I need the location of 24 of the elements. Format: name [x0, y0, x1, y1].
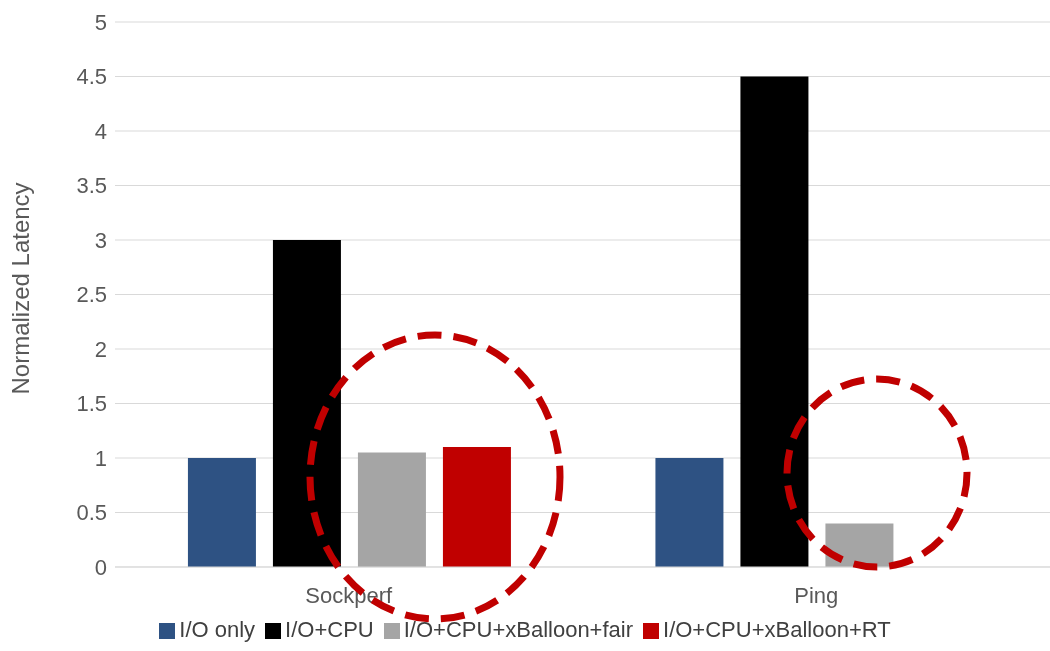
y-tick-label: 0.5 — [76, 500, 107, 526]
y-tick-label: 3 — [94, 227, 107, 253]
bar — [442, 447, 511, 567]
bar — [272, 240, 341, 567]
bar — [187, 458, 256, 567]
y-tick-label: 2 — [94, 336, 107, 362]
y-tick-label: 5 — [94, 9, 107, 35]
y-tick-label: 4 — [94, 118, 107, 144]
bar — [740, 76, 809, 567]
legend-label: I/O only — [179, 617, 256, 642]
legend-label: I/O+CPU+xBalloon+fair — [403, 617, 634, 642]
y-tick-label: 4.5 — [76, 64, 107, 90]
legend-label: I/O+CPU — [285, 617, 374, 642]
bar — [655, 458, 724, 567]
bar — [357, 452, 426, 567]
y-tick-label: 1 — [94, 445, 107, 471]
y-tick-label: 2.5 — [76, 282, 107, 308]
y-tick-label: 0 — [94, 554, 107, 580]
y-axis-title: Normalized Latency — [6, 182, 34, 395]
bar — [825, 523, 894, 567]
x-tick-label: Ping — [794, 582, 839, 608]
y-tick-label: 1.5 — [76, 391, 107, 417]
y-tick-label: 3.5 — [76, 173, 107, 199]
legend-label: I/O+CPU+xBalloon+RT — [663, 617, 891, 642]
